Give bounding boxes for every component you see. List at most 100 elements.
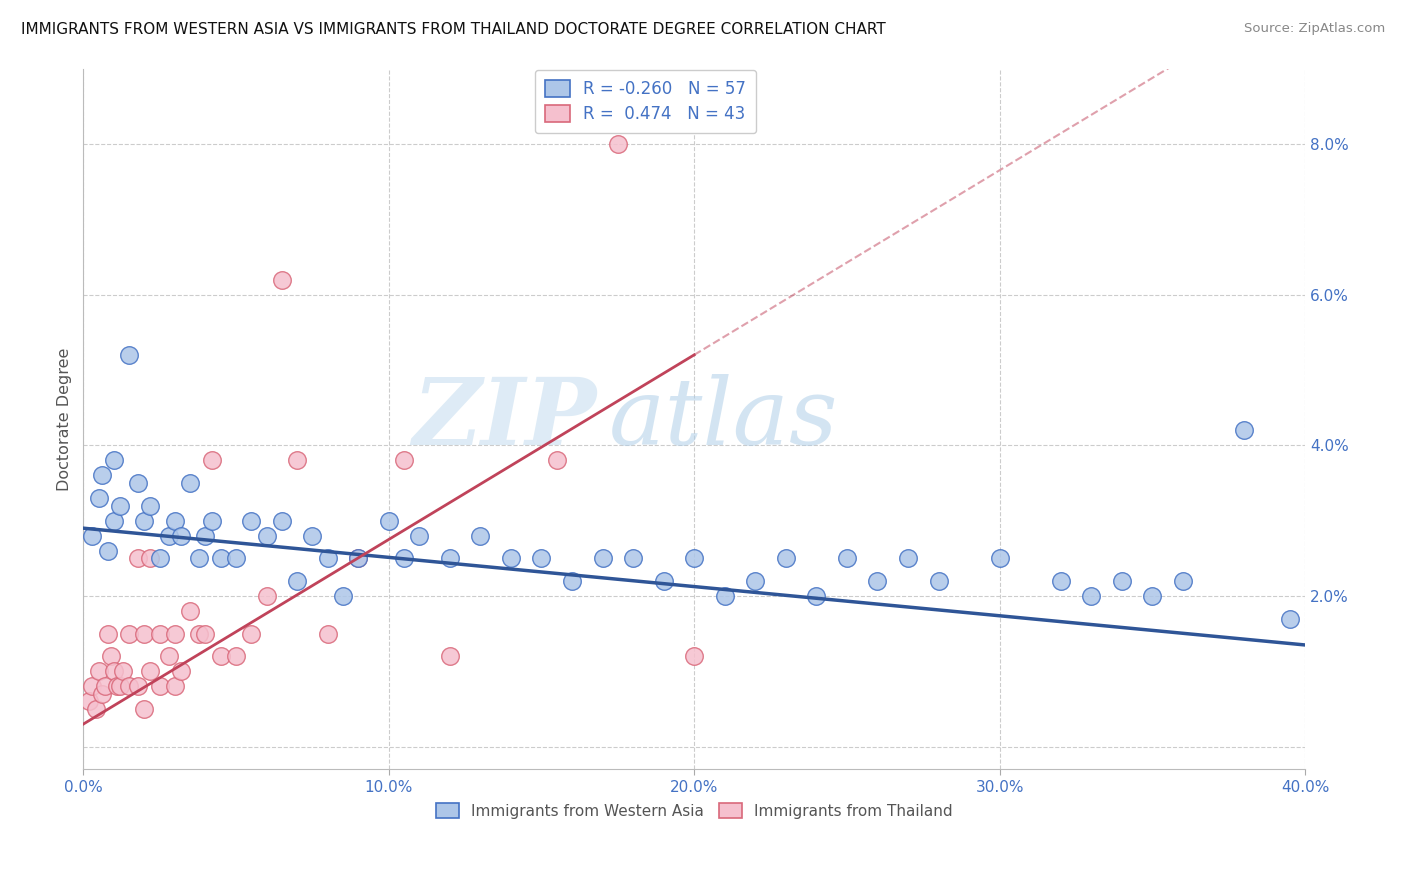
Point bbox=[179, 475, 201, 490]
Point bbox=[134, 626, 156, 640]
Point bbox=[592, 551, 614, 566]
Text: Source: ZipAtlas.com: Source: ZipAtlas.com bbox=[1244, 22, 1385, 36]
Point bbox=[835, 551, 858, 566]
Y-axis label: Doctorate Degree: Doctorate Degree bbox=[58, 347, 72, 491]
Point bbox=[744, 574, 766, 588]
Point bbox=[194, 529, 217, 543]
Point bbox=[683, 649, 706, 664]
Point bbox=[97, 626, 120, 640]
Point bbox=[897, 551, 920, 566]
Point bbox=[139, 499, 162, 513]
Point bbox=[79, 694, 101, 708]
Legend: Immigrants from Western Asia, Immigrants from Thailand: Immigrants from Western Asia, Immigrants… bbox=[430, 797, 959, 825]
Point bbox=[93, 680, 115, 694]
Point bbox=[240, 514, 263, 528]
Point bbox=[240, 626, 263, 640]
Point bbox=[225, 649, 247, 664]
Point bbox=[108, 499, 131, 513]
Point bbox=[683, 551, 706, 566]
Point bbox=[621, 551, 644, 566]
Point bbox=[103, 453, 125, 467]
Point bbox=[316, 626, 339, 640]
Point bbox=[270, 514, 292, 528]
Point bbox=[97, 543, 120, 558]
Point bbox=[118, 348, 141, 362]
Point bbox=[225, 551, 247, 566]
Point bbox=[1171, 574, 1194, 588]
Point bbox=[87, 491, 110, 505]
Point bbox=[1080, 589, 1102, 603]
Point bbox=[84, 702, 107, 716]
Point bbox=[652, 574, 675, 588]
Point bbox=[118, 680, 141, 694]
Point bbox=[209, 649, 232, 664]
Point bbox=[546, 453, 568, 467]
Point bbox=[392, 453, 415, 467]
Point bbox=[194, 626, 217, 640]
Point bbox=[149, 551, 172, 566]
Point bbox=[775, 551, 797, 566]
Point bbox=[285, 453, 308, 467]
Point bbox=[103, 514, 125, 528]
Point bbox=[139, 665, 162, 679]
Point bbox=[606, 136, 628, 151]
Point bbox=[988, 551, 1011, 566]
Point bbox=[806, 589, 828, 603]
Point bbox=[200, 514, 222, 528]
Point bbox=[1111, 574, 1133, 588]
Point bbox=[108, 680, 131, 694]
Point bbox=[139, 551, 162, 566]
Point bbox=[439, 551, 461, 566]
Point bbox=[157, 529, 180, 543]
Point bbox=[316, 551, 339, 566]
Point bbox=[188, 626, 211, 640]
Point bbox=[134, 702, 156, 716]
Point bbox=[270, 272, 292, 286]
Point bbox=[561, 574, 583, 588]
Point bbox=[1142, 589, 1164, 603]
Point bbox=[470, 529, 492, 543]
Point bbox=[127, 551, 149, 566]
Point bbox=[209, 551, 232, 566]
Point bbox=[127, 680, 149, 694]
Point bbox=[82, 680, 104, 694]
Point bbox=[200, 453, 222, 467]
Point bbox=[163, 680, 186, 694]
Point bbox=[347, 551, 370, 566]
Point bbox=[928, 574, 950, 588]
Point bbox=[103, 665, 125, 679]
Point bbox=[1049, 574, 1071, 588]
Point bbox=[105, 680, 128, 694]
Point bbox=[163, 626, 186, 640]
Point bbox=[1278, 611, 1301, 625]
Point bbox=[90, 687, 112, 701]
Point bbox=[149, 680, 172, 694]
Text: atlas: atlas bbox=[609, 374, 838, 464]
Point bbox=[170, 665, 193, 679]
Point bbox=[179, 604, 201, 618]
Point bbox=[111, 665, 134, 679]
Point bbox=[134, 514, 156, 528]
Point bbox=[82, 529, 104, 543]
Point bbox=[170, 529, 193, 543]
Point bbox=[713, 589, 735, 603]
Point bbox=[285, 574, 308, 588]
Point bbox=[408, 529, 430, 543]
Point bbox=[392, 551, 415, 566]
Point bbox=[127, 475, 149, 490]
Point bbox=[499, 551, 522, 566]
Point bbox=[118, 626, 141, 640]
Point bbox=[301, 529, 323, 543]
Text: ZIP: ZIP bbox=[412, 374, 596, 464]
Point bbox=[163, 514, 186, 528]
Point bbox=[866, 574, 889, 588]
Point bbox=[1233, 423, 1256, 437]
Text: IMMIGRANTS FROM WESTERN ASIA VS IMMIGRANTS FROM THAILAND DOCTORATE DEGREE CORREL: IMMIGRANTS FROM WESTERN ASIA VS IMMIGRAN… bbox=[21, 22, 886, 37]
Point bbox=[332, 589, 354, 603]
Point bbox=[256, 589, 278, 603]
Point bbox=[347, 551, 370, 566]
Point bbox=[439, 649, 461, 664]
Point bbox=[157, 649, 180, 664]
Point bbox=[188, 551, 211, 566]
Point bbox=[87, 665, 110, 679]
